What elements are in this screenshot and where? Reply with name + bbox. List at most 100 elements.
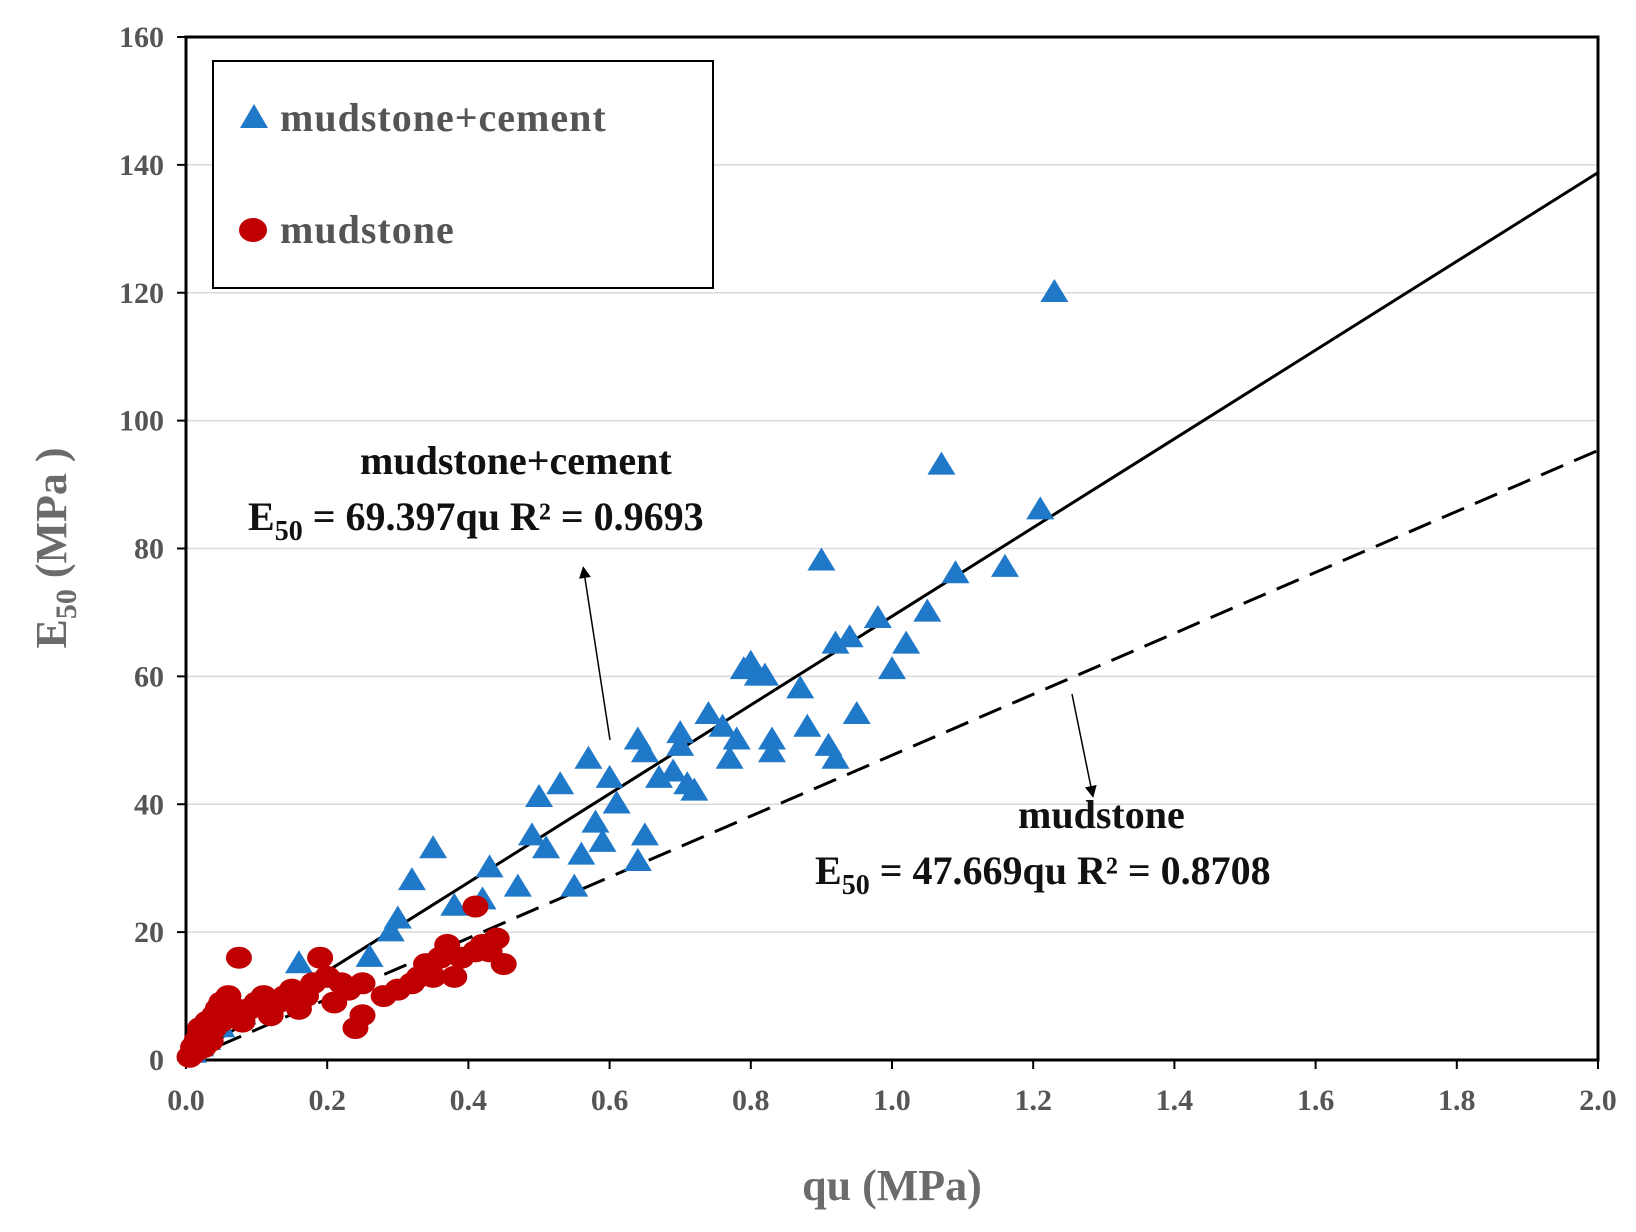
cement-point bbox=[355, 943, 384, 967]
cement-point bbox=[645, 764, 674, 788]
cement-point bbox=[525, 784, 553, 808]
x-tick-label: 1.0 bbox=[873, 1084, 911, 1117]
cement-point bbox=[786, 675, 815, 699]
mudstone-point bbox=[349, 1004, 376, 1027]
y-axis-title-main: E bbox=[27, 619, 76, 648]
y-axis-title: E50 (MPa ) bbox=[27, 447, 83, 648]
annotation-mudstone-equation: E50 = 47.669qu R² = 0.8708 bbox=[815, 848, 1271, 901]
legend-triangle-icon bbox=[240, 104, 268, 128]
cement-point bbox=[722, 726, 751, 750]
cement-point bbox=[878, 656, 906, 680]
legend: mudstone+cement mudstone bbox=[212, 60, 714, 289]
mudstone-point bbox=[225, 946, 252, 969]
cement-point bbox=[588, 828, 617, 852]
mudstone-point bbox=[420, 965, 447, 988]
annotation-cement-eq-rhs: = 69.397qu R² = 0.9693 bbox=[303, 494, 704, 539]
x-tick-label: 1.4 bbox=[1156, 1084, 1194, 1117]
mudstone-point bbox=[441, 965, 468, 988]
y-tick-label: 140 bbox=[119, 149, 164, 182]
cement-point bbox=[750, 662, 779, 686]
cement-point bbox=[630, 822, 659, 846]
annotation-cement-arrow bbox=[578, 566, 611, 741]
annotation-cement-name: mudstone+cement bbox=[360, 438, 672, 483]
cement-point bbox=[842, 700, 871, 724]
y-tick-label: 0 bbox=[149, 1044, 164, 1077]
legend-label-cement: mudstone+cement bbox=[280, 95, 607, 140]
cement-point bbox=[821, 745, 850, 769]
x-tick-label: 0.8 bbox=[732, 1084, 770, 1117]
y-axis-title-sub: 50 bbox=[50, 589, 83, 619]
y-tick-label: 20 bbox=[134, 916, 164, 949]
annotation-mudstone: mudstone E50 = 47.669qu R² = 0.8708 bbox=[815, 693, 1271, 901]
cement-point bbox=[440, 892, 469, 916]
y-tick-label: 100 bbox=[119, 405, 164, 438]
x-tick-label: 2.0 bbox=[1579, 1084, 1617, 1117]
cement-point bbox=[863, 605, 892, 629]
cement-point bbox=[546, 771, 575, 795]
cement-point bbox=[666, 720, 695, 744]
cement-point bbox=[376, 918, 405, 942]
cement-point bbox=[666, 732, 695, 756]
annotation-mudstone-eq-main: E bbox=[815, 848, 842, 893]
cement-point bbox=[694, 700, 723, 724]
cement-point bbox=[1040, 278, 1069, 302]
x-tick-label: 1.6 bbox=[1297, 1084, 1335, 1117]
y-tick-label: 160 bbox=[119, 21, 164, 54]
annotation-mudstone-eq-rhs: = 47.669qu R² = 0.8708 bbox=[870, 848, 1271, 893]
cement-point bbox=[990, 553, 1019, 577]
mudstone-points bbox=[176, 895, 517, 1068]
cement-point bbox=[659, 758, 688, 782]
x-tick-label: 0.4 bbox=[450, 1084, 488, 1117]
cement-point bbox=[680, 777, 709, 801]
y-tick-label: 60 bbox=[134, 660, 164, 693]
cement-point bbox=[927, 451, 956, 475]
mudstone-point bbox=[490, 953, 517, 976]
cement-point bbox=[383, 905, 412, 929]
annotation-mudstone-arrow bbox=[1071, 693, 1097, 798]
cement-point bbox=[1026, 496, 1055, 520]
mudstone-point bbox=[307, 946, 334, 969]
x-tick-label: 0.2 bbox=[308, 1084, 346, 1117]
cement-point bbox=[623, 847, 652, 871]
cement-point bbox=[821, 630, 850, 654]
x-axis-title: qu (MPa) bbox=[802, 1161, 982, 1210]
cement-point bbox=[835, 624, 864, 648]
cement-point bbox=[595, 764, 624, 788]
mudstone-point bbox=[349, 972, 376, 995]
cement-point bbox=[419, 835, 448, 859]
cement-point bbox=[602, 790, 631, 814]
fit-line-mudstone bbox=[185, 449, 1599, 1062]
cement-point bbox=[807, 547, 836, 571]
x-tick-label: 1.8 bbox=[1438, 1084, 1476, 1117]
cement-point bbox=[757, 726, 786, 750]
mudstone-point bbox=[462, 895, 489, 918]
legend-circle-icon bbox=[239, 218, 267, 242]
y-tick-label: 40 bbox=[134, 788, 164, 821]
annotation-cement-eq-sub: 50 bbox=[275, 516, 303, 547]
annotation-cement-eq-main: E bbox=[248, 494, 275, 539]
y-tick-label: 120 bbox=[119, 277, 164, 310]
cement-point bbox=[757, 739, 786, 763]
annotation-cement: mudstone+cement E50 = 69.397qu R² = 0.96… bbox=[248, 438, 704, 741]
annotation-cement-equation: E50 = 69.397qu R² = 0.9693 bbox=[248, 494, 704, 547]
legend-label-mudstone: mudstone bbox=[280, 207, 455, 252]
cement-point bbox=[715, 745, 744, 769]
x-tick-label: 0.6 bbox=[591, 1084, 629, 1117]
cement-point bbox=[284, 950, 313, 974]
cement-point bbox=[532, 835, 561, 859]
y-axis-ticks: 0 20 40 60 80 100 120 140 160 bbox=[119, 21, 186, 1077]
cement-point bbox=[560, 873, 589, 897]
legend-box bbox=[212, 60, 714, 289]
cement-point bbox=[581, 809, 610, 833]
cement-point bbox=[708, 713, 737, 737]
cement-point bbox=[574, 745, 603, 769]
y-axis-title-unit: (MPa ) bbox=[27, 447, 76, 589]
y-tick-label: 80 bbox=[134, 533, 164, 566]
cement-point bbox=[941, 560, 970, 584]
fit-line-cement bbox=[185, 171, 1599, 1062]
annotation-mudstone-eq-sub: 50 bbox=[842, 870, 870, 901]
x-tick-label: 0.0 bbox=[167, 1084, 205, 1117]
cement-points bbox=[179, 278, 1069, 1063]
cement-point bbox=[630, 739, 659, 763]
